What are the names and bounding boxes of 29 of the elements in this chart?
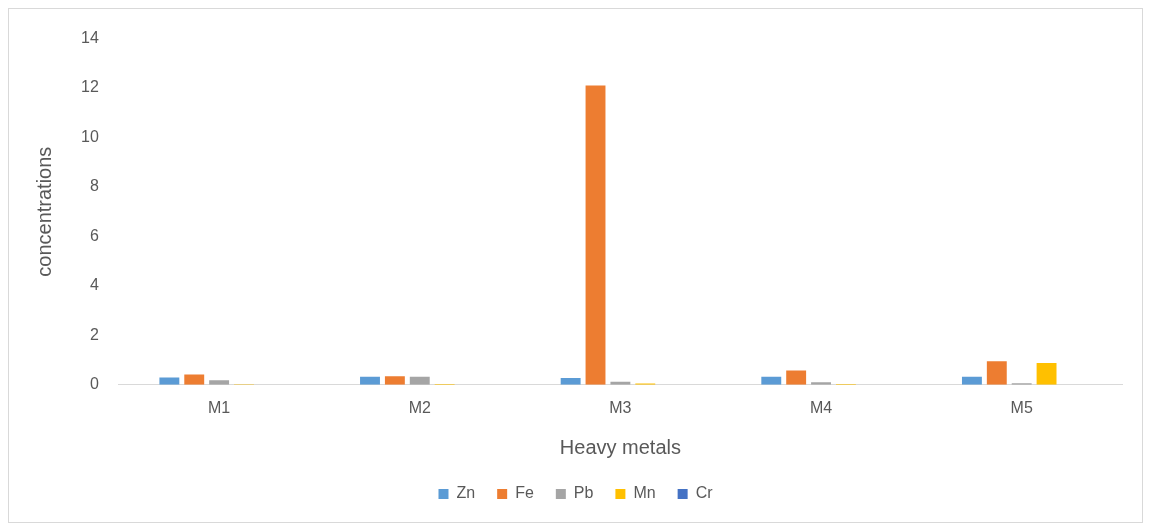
x-tick-label: M3 — [609, 398, 632, 416]
bar — [585, 85, 606, 385]
y-tick-label: 8 — [89, 177, 99, 195]
bar — [209, 380, 230, 385]
x-tick-label: M5 — [1010, 398, 1033, 416]
legend-label: Pb — [573, 484, 594, 502]
y-axis-title: concentrations — [32, 146, 55, 277]
bar — [384, 376, 405, 385]
x-tick-label: M2 — [408, 398, 431, 416]
legend-label: Fe — [515, 484, 534, 502]
y-tick-label: 12 — [81, 78, 99, 96]
legend-label: Cr — [695, 484, 714, 502]
x-axis-title: Heavy metals — [559, 435, 681, 458]
y-tick-label: 10 — [81, 127, 99, 145]
y-tick-label: 6 — [89, 226, 99, 244]
bar — [560, 378, 581, 385]
bar — [1036, 363, 1057, 385]
bar — [159, 377, 180, 385]
legend-label: Zn — [456, 484, 476, 502]
bar — [986, 361, 1007, 385]
x-tick-label: M4 — [809, 398, 833, 416]
y-tick-label: 2 — [89, 325, 99, 343]
y-tick-label: 14 — [81, 29, 99, 47]
y-tick-label: 0 — [89, 375, 99, 393]
bar — [786, 370, 807, 385]
legend-label: Mn — [633, 484, 656, 502]
y-tick-label: 4 — [89, 276, 99, 294]
x-tick-label: M1 — [208, 398, 231, 416]
bar — [184, 374, 205, 385]
